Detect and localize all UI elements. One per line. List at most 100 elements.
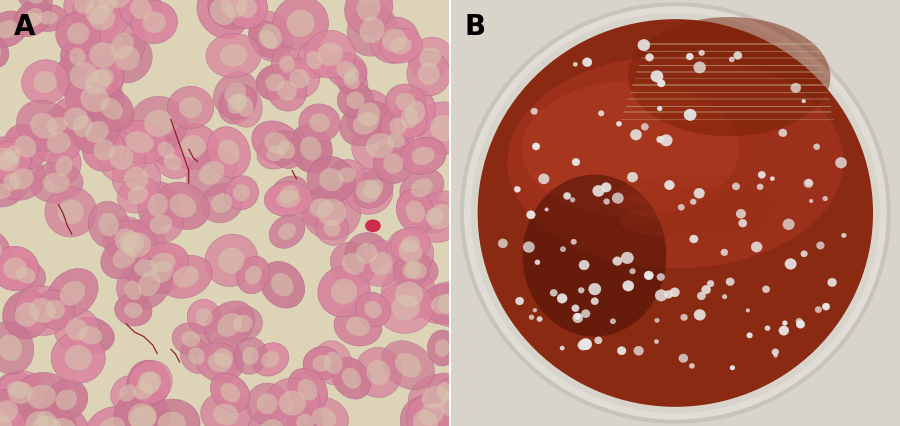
Ellipse shape <box>66 317 114 353</box>
Ellipse shape <box>276 190 301 208</box>
Ellipse shape <box>224 83 247 104</box>
Ellipse shape <box>89 87 134 131</box>
Ellipse shape <box>345 68 359 84</box>
Ellipse shape <box>265 182 312 216</box>
Ellipse shape <box>360 17 384 43</box>
Ellipse shape <box>279 55 295 73</box>
Ellipse shape <box>103 216 150 264</box>
Ellipse shape <box>422 386 449 409</box>
Ellipse shape <box>312 408 337 426</box>
Ellipse shape <box>72 58 124 107</box>
Ellipse shape <box>334 307 382 346</box>
Ellipse shape <box>186 149 237 197</box>
Circle shape <box>804 179 814 188</box>
Circle shape <box>670 288 680 297</box>
Circle shape <box>550 289 557 296</box>
Ellipse shape <box>345 233 388 274</box>
Ellipse shape <box>4 146 21 164</box>
Ellipse shape <box>619 187 777 222</box>
Ellipse shape <box>278 223 296 240</box>
Circle shape <box>571 239 577 245</box>
Ellipse shape <box>392 97 427 139</box>
Ellipse shape <box>307 156 356 203</box>
Ellipse shape <box>299 104 340 141</box>
Ellipse shape <box>405 262 427 279</box>
Ellipse shape <box>298 42 330 78</box>
Circle shape <box>573 62 578 66</box>
Ellipse shape <box>478 19 873 407</box>
Ellipse shape <box>86 406 138 426</box>
Ellipse shape <box>337 59 367 92</box>
Ellipse shape <box>127 258 172 309</box>
Ellipse shape <box>86 121 109 143</box>
Ellipse shape <box>338 83 374 118</box>
Ellipse shape <box>272 47 302 82</box>
Ellipse shape <box>149 133 183 167</box>
Circle shape <box>563 193 571 199</box>
Ellipse shape <box>14 302 40 327</box>
Ellipse shape <box>180 135 205 158</box>
Circle shape <box>734 52 742 59</box>
Ellipse shape <box>139 205 184 244</box>
Ellipse shape <box>0 389 31 426</box>
Ellipse shape <box>105 0 130 8</box>
Ellipse shape <box>266 73 284 91</box>
Ellipse shape <box>66 72 123 126</box>
Ellipse shape <box>346 317 370 336</box>
Ellipse shape <box>201 393 251 426</box>
Ellipse shape <box>395 282 423 307</box>
Ellipse shape <box>0 164 29 199</box>
Circle shape <box>572 158 580 166</box>
Circle shape <box>698 292 706 300</box>
Circle shape <box>657 80 665 87</box>
Ellipse shape <box>199 161 224 185</box>
Ellipse shape <box>0 400 18 423</box>
Ellipse shape <box>260 262 304 308</box>
Circle shape <box>835 157 847 168</box>
Ellipse shape <box>400 397 451 426</box>
Ellipse shape <box>438 293 466 316</box>
Ellipse shape <box>87 0 127 21</box>
Ellipse shape <box>210 0 235 25</box>
Circle shape <box>579 260 590 270</box>
Ellipse shape <box>314 341 352 385</box>
Ellipse shape <box>128 186 148 204</box>
Circle shape <box>796 320 805 328</box>
Ellipse shape <box>269 215 305 248</box>
Circle shape <box>657 273 665 281</box>
Ellipse shape <box>88 201 130 248</box>
Ellipse shape <box>13 372 70 421</box>
Ellipse shape <box>101 98 122 120</box>
Ellipse shape <box>51 332 105 383</box>
Circle shape <box>613 257 622 265</box>
Ellipse shape <box>207 127 250 178</box>
Circle shape <box>612 193 624 204</box>
Circle shape <box>736 209 746 219</box>
Ellipse shape <box>114 228 139 252</box>
Ellipse shape <box>436 382 454 400</box>
Ellipse shape <box>279 185 299 203</box>
Circle shape <box>739 219 747 227</box>
Ellipse shape <box>119 231 144 253</box>
Ellipse shape <box>37 411 58 426</box>
Circle shape <box>601 182 611 192</box>
Ellipse shape <box>346 92 364 109</box>
Ellipse shape <box>298 379 318 400</box>
Ellipse shape <box>138 243 188 282</box>
Circle shape <box>815 306 822 313</box>
Ellipse shape <box>201 184 243 223</box>
Ellipse shape <box>25 0 43 4</box>
Circle shape <box>657 106 662 111</box>
Circle shape <box>730 366 735 370</box>
Ellipse shape <box>366 133 394 158</box>
Ellipse shape <box>15 135 36 158</box>
Circle shape <box>694 62 706 73</box>
Ellipse shape <box>120 0 163 29</box>
Ellipse shape <box>352 121 409 171</box>
Ellipse shape <box>357 102 380 127</box>
Ellipse shape <box>36 290 75 329</box>
Ellipse shape <box>0 158 46 200</box>
Circle shape <box>544 208 548 211</box>
Ellipse shape <box>356 0 381 21</box>
Ellipse shape <box>15 285 69 335</box>
